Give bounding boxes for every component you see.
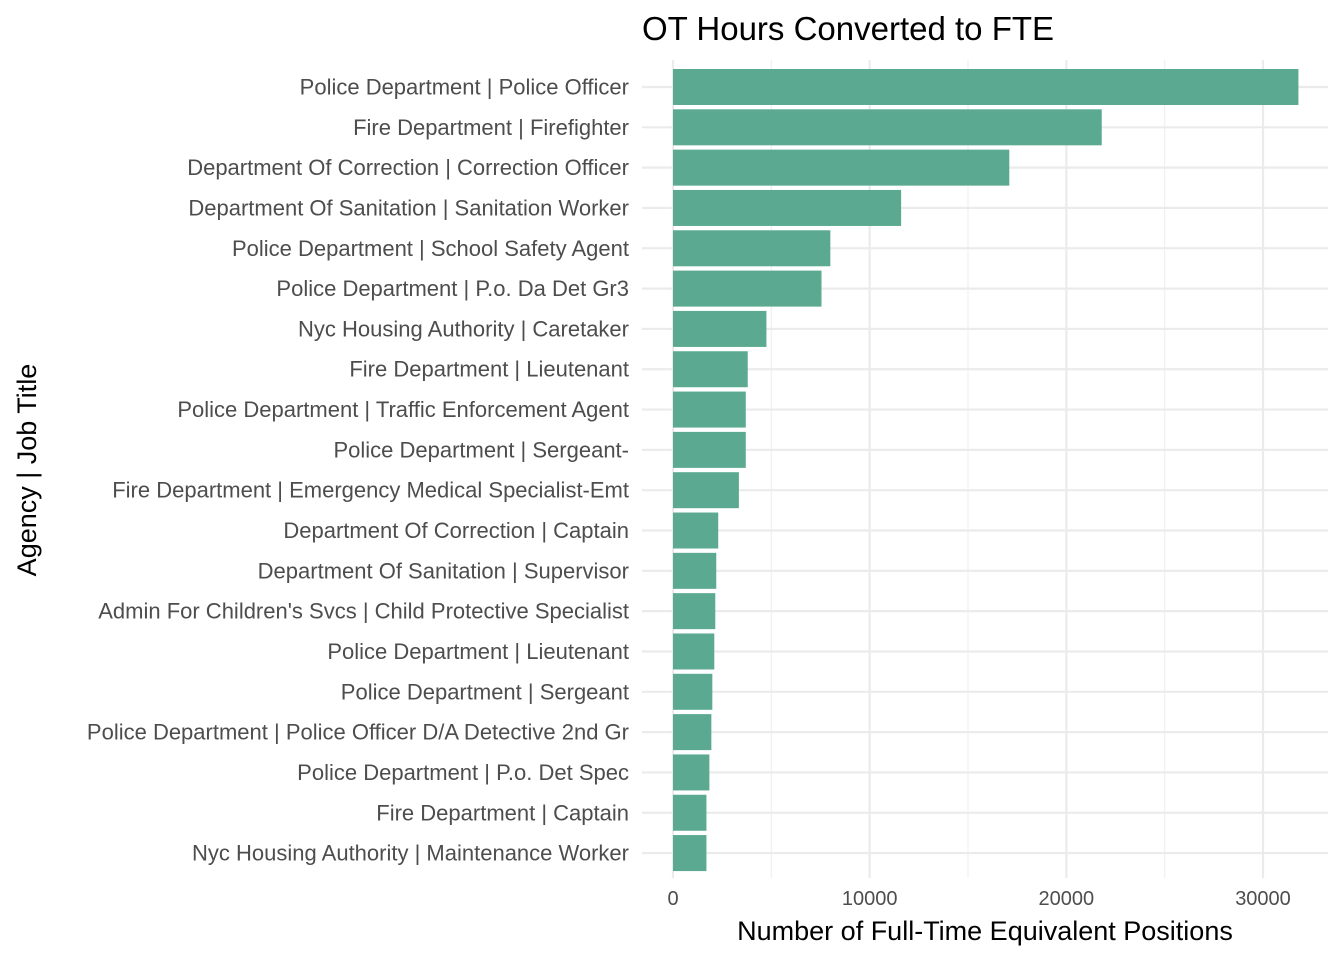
bar — [673, 714, 712, 751]
bar — [673, 69, 1299, 105]
x-axis-title: Number of Full-Time Equivalent Positions — [737, 916, 1233, 946]
bar — [673, 593, 716, 630]
x-tick-label: 20000 — [1039, 888, 1095, 910]
category-label: Police Department | Sergeant — [341, 679, 629, 704]
bar — [673, 835, 707, 872]
category-label: Police Department | P.o. Da Det Gr3 — [276, 276, 629, 301]
category-label: Police Department | Sergeant- — [333, 437, 629, 462]
category-label: Police Department | School Safety Agent — [232, 236, 629, 261]
bar — [673, 310, 767, 347]
bar — [673, 230, 831, 267]
x-tick-labels: 0 10000 20000 30000 — [667, 888, 1290, 910]
bar — [673, 794, 707, 831]
x-tick-label: 10000 — [842, 888, 898, 910]
category-label: Police Department | Police Officer — [300, 75, 629, 100]
y-axis-title: Agency | Job Title — [12, 364, 42, 577]
bar — [673, 472, 739, 509]
bar — [673, 633, 715, 670]
bar — [673, 512, 719, 549]
category-label: Department Of Sanitation | Sanitation Wo… — [188, 195, 629, 220]
category-labels: Police Department | Police Officer Fire D… — [87, 75, 629, 866]
category-label: Department Of Correction | Correction Of… — [187, 155, 629, 180]
category-label: Police Department | Lieutenant — [327, 639, 629, 664]
category-label: Police Department | Traffic Enforcement … — [177, 397, 629, 422]
category-label: Department Of Sanitation | Supervisor — [258, 558, 629, 583]
bar — [673, 270, 822, 307]
category-label: Fire Department | Firefighter — [353, 115, 629, 140]
category-label: Police Department | P.o. Det Spec — [297, 760, 629, 785]
bar — [673, 754, 710, 791]
bar — [673, 552, 717, 589]
bar — [673, 109, 1102, 146]
category-label: Department Of Correction | Captain — [283, 518, 629, 543]
category-label: Nyc Housing Authority | Maintenance Work… — [192, 841, 629, 866]
bar — [673, 351, 748, 388]
bar — [673, 189, 902, 226]
bar — [673, 431, 746, 468]
x-tick-label: 30000 — [1235, 888, 1291, 910]
category-label: Admin For Children's Svcs | Child Protec… — [98, 599, 629, 624]
category-label: Nyc Housing Authority | Caretaker — [298, 316, 629, 341]
bar — [673, 673, 713, 710]
chart-title: OT Hours Converted to FTE — [642, 10, 1054, 47]
x-tick-label: 0 — [667, 888, 678, 910]
bar — [673, 149, 1010, 186]
category-label: Fire Department | Emergency Medical Spec… — [112, 478, 629, 503]
bar — [673, 391, 746, 428]
bars — [673, 69, 1299, 872]
category-label: Fire Department | Lieutenant — [349, 357, 629, 382]
category-label: Police Department | Police Officer D/A D… — [87, 720, 629, 745]
category-label: Fire Department | Captain — [376, 800, 629, 825]
